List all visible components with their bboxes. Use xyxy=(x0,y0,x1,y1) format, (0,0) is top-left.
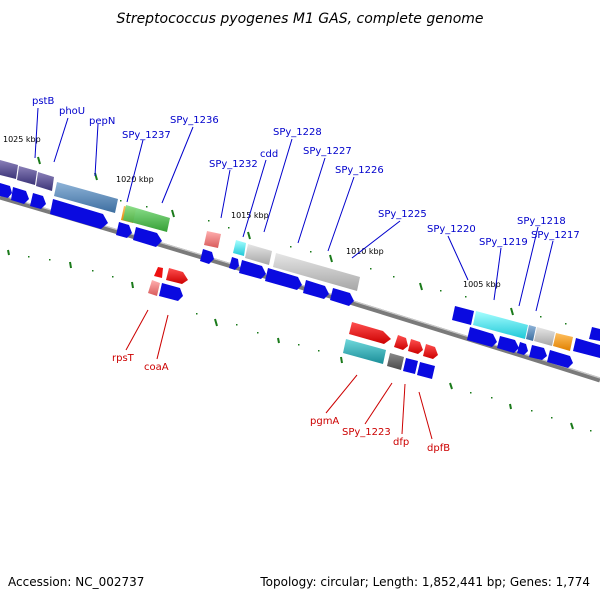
gene-label-SPy_1226[interactable]: SPy_1226 xyxy=(335,165,384,176)
scale-label-1010: 1010 kbp xyxy=(346,247,384,256)
scale-label-1005: 1005 kbp xyxy=(463,280,501,289)
scale-label-1025: 1025 kbp xyxy=(3,135,41,144)
feature-SPy_1217[interactable] xyxy=(534,327,555,346)
feature-pstB-2[interactable] xyxy=(17,166,37,185)
gene-label-SPy_1223[interactable]: SPy_1223 xyxy=(342,427,391,438)
feature-SPy_1223[interactable] xyxy=(387,353,404,370)
cds-arrow[interactable] xyxy=(0,183,12,198)
feature-SPy_1228[interactable] xyxy=(245,244,272,265)
scale-ticks xyxy=(7,156,574,430)
gene-label-SPy_1220[interactable]: SPy_1220 xyxy=(427,224,476,235)
gene-label-SPy_1219[interactable]: SPy_1219 xyxy=(479,237,528,248)
gene-label-SPy_1232[interactable]: SPy_1232 xyxy=(209,159,258,170)
gene-label-rpsT[interactable]: rpsT xyxy=(112,353,135,364)
gene-label-SPy_1225[interactable]: SPy_1225 xyxy=(378,209,427,220)
cds-arrow[interactable] xyxy=(133,227,162,247)
cds-arrow[interactable] xyxy=(517,342,528,355)
cds-arrow[interactable] xyxy=(200,249,214,264)
gene-label-SPy_1217[interactable]: SPy_1217 xyxy=(531,230,580,241)
feature-dfp[interactable] xyxy=(403,358,418,374)
feature-SPy_1219[interactable] xyxy=(473,311,528,339)
feature-rpsT-red[interactable] xyxy=(166,268,188,284)
accession-text: Accession: NC_002737 xyxy=(8,575,144,589)
feature-dpfB-red[interactable] xyxy=(423,344,438,359)
cds-arrow[interactable] xyxy=(573,338,600,358)
feature-dpfB[interactable] xyxy=(417,362,435,379)
outer-feature-track xyxy=(0,160,360,291)
feature-pgmA[interactable] xyxy=(343,339,386,364)
gene-label-dfp[interactable]: dfp xyxy=(393,437,409,448)
feature-pgmA-red[interactable] xyxy=(349,322,391,344)
gene-label-dpfB[interactable]: dpfB xyxy=(427,443,450,454)
feature-SPy_1236[interactable] xyxy=(123,205,170,232)
outer-feature-track-right xyxy=(452,306,600,368)
top-leader-lines xyxy=(34,107,554,312)
cds-arrow[interactable] xyxy=(330,288,354,306)
gene-label-coaA[interactable]: coaA xyxy=(144,362,169,373)
cds-arrow[interactable] xyxy=(50,199,108,229)
feature-rpsT[interactable] xyxy=(148,280,160,296)
bottom-leader-lines xyxy=(125,309,433,440)
cds-arrow[interactable] xyxy=(265,268,302,290)
topology-text: Topology: circular; Length: 1,852,441 bp… xyxy=(259,575,590,589)
scale-dots xyxy=(28,200,592,432)
cds-arrow[interactable] xyxy=(116,222,132,238)
feature-right-edge[interactable] xyxy=(589,327,600,341)
scale-label-1020: 1020 kbp xyxy=(116,175,154,184)
map-title: Streptococcus pyogenes M1 GAS, complete … xyxy=(116,11,483,27)
feature-coaA[interactable] xyxy=(159,283,183,301)
feature-orange[interactable] xyxy=(553,333,573,351)
cds-arrow[interactable] xyxy=(229,257,239,270)
cds-arrow[interactable] xyxy=(239,260,266,279)
feature-SPy_1218[interactable] xyxy=(526,325,536,341)
cds-arrow[interactable] xyxy=(547,350,573,368)
gene-label-pstB[interactable]: pstB xyxy=(32,96,54,107)
cds-arrow[interactable] xyxy=(467,327,497,347)
gene-label-pgmA[interactable]: pgmA xyxy=(310,416,339,427)
gene-label-SPy_1228[interactable]: SPy_1228 xyxy=(273,127,322,138)
gene-label-cdd[interactable]: cdd xyxy=(260,149,278,160)
feature-dfp-red[interactable] xyxy=(394,335,408,350)
feature-SPy_1227[interactable] xyxy=(273,253,360,291)
outer-cds-arrows xyxy=(0,183,354,306)
gene-label-pepN[interactable]: pepN xyxy=(89,116,115,127)
feature-pstB[interactable] xyxy=(0,160,18,179)
feature-pepN[interactable] xyxy=(54,182,118,213)
feature-dfp-red-2[interactable] xyxy=(408,339,423,354)
gene-label-SPy_1227[interactable]: SPy_1227 xyxy=(303,146,352,157)
feature-SPy_1220[interactable] xyxy=(452,306,474,325)
cds-arrow[interactable] xyxy=(529,345,547,360)
cds-arrow[interactable] xyxy=(497,336,519,353)
feature-cdd[interactable] xyxy=(233,240,246,256)
feature-phoU[interactable] xyxy=(36,172,54,191)
cds-arrow[interactable] xyxy=(11,187,29,204)
cds-arrow[interactable] xyxy=(303,280,329,299)
gene-label-SPy_1218[interactable]: SPy_1218 xyxy=(517,216,566,227)
gene-label-phoU[interactable]: phoU xyxy=(59,106,85,117)
feature-SPy_1232[interactable] xyxy=(204,231,221,248)
gene-label-SPy_1236[interactable]: SPy_1236 xyxy=(170,115,219,126)
cds-arrow[interactable] xyxy=(30,193,46,209)
inner-feature-track xyxy=(148,267,438,379)
feature-rpsT-small[interactable] xyxy=(154,267,163,278)
gene-label-SPy_1237[interactable]: SPy_1237 xyxy=(122,130,171,141)
